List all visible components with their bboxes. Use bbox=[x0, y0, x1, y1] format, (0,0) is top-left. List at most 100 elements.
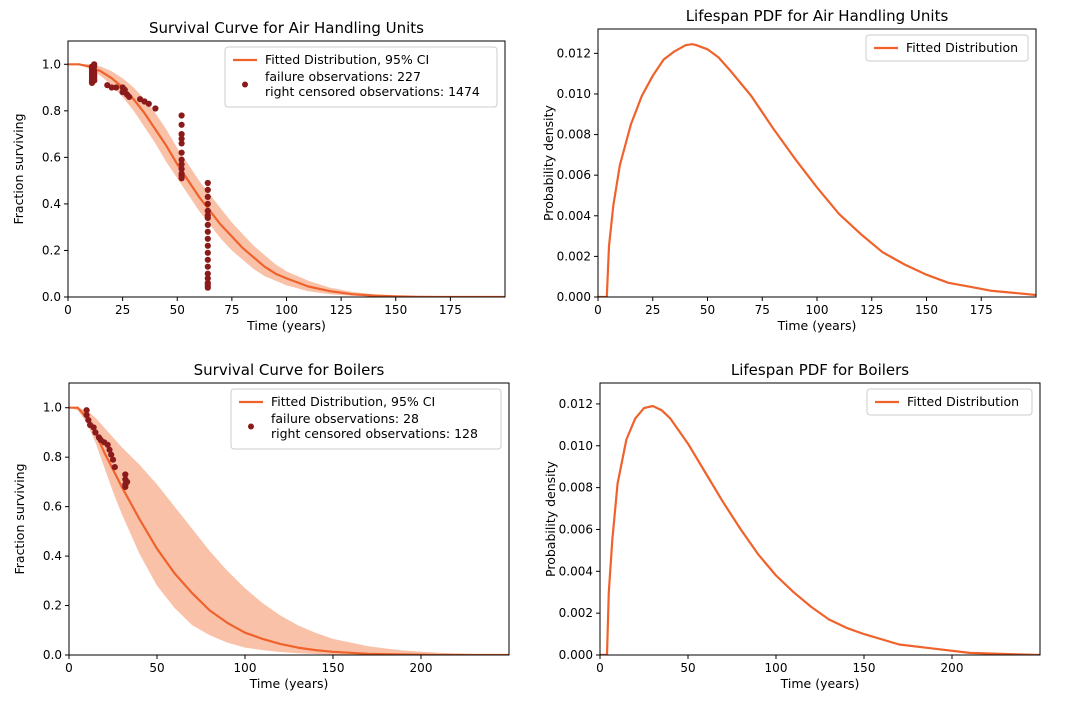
data-point bbox=[204, 221, 211, 228]
data-point bbox=[83, 407, 90, 414]
data-point bbox=[204, 242, 211, 249]
x-tick-label: 100 bbox=[275, 303, 298, 317]
data-point bbox=[111, 464, 118, 471]
x-tick-label: 50 bbox=[680, 661, 695, 675]
x-tick-label: 0 bbox=[64, 303, 72, 317]
data-point bbox=[178, 161, 185, 168]
y-axis-label: Probability density bbox=[541, 104, 556, 220]
data-point bbox=[145, 100, 152, 107]
legend-label: Fitted Distribution, 95% CI bbox=[271, 394, 435, 409]
data-point bbox=[152, 105, 159, 112]
x-tick-label: 150 bbox=[384, 303, 407, 317]
data-point bbox=[122, 483, 129, 490]
y-axis-label: Fraction surviving bbox=[12, 463, 27, 574]
plot-area bbox=[69, 406, 509, 655]
y-tick-label: 0.2 bbox=[42, 243, 61, 257]
legend-box bbox=[865, 34, 1029, 62]
y-tick-label: 0.6 bbox=[43, 500, 62, 514]
legend-box bbox=[224, 46, 498, 108]
data-point bbox=[108, 451, 115, 458]
data-point bbox=[124, 478, 131, 485]
x-tick-label: 100 bbox=[765, 661, 788, 675]
data-point bbox=[204, 249, 211, 256]
legend-label: failure observations: 28 right censored o… bbox=[271, 411, 478, 441]
y-tick-label: 0.004 bbox=[557, 209, 591, 223]
x-tick-label: 75 bbox=[224, 303, 239, 317]
y-tick-label: 0.6 bbox=[42, 150, 61, 164]
y-tick-label: 0.8 bbox=[42, 104, 61, 118]
y-tick-label: 0.000 bbox=[559, 648, 593, 662]
legend: Fitted Distribution bbox=[866, 388, 1033, 416]
chart-title: Lifespan PDF for Air Handling Units bbox=[686, 7, 949, 25]
chart-2: 0 25 50 75 100 125 150 175 0.000 0.002 0.004 0.006 0… bbox=[541, 7, 1037, 333]
x-tick-label: 150 bbox=[853, 661, 876, 675]
data-point bbox=[204, 275, 211, 282]
x-axis-label: Time (years) bbox=[249, 676, 329, 691]
y-tick-label: 0.006 bbox=[557, 168, 591, 182]
observation-points bbox=[83, 407, 131, 490]
fitted-curve bbox=[598, 43, 1036, 297]
y-tick-label: 1.0 bbox=[42, 57, 61, 71]
data-point bbox=[113, 84, 120, 91]
data-point bbox=[204, 235, 211, 242]
x-tick-label: 175 bbox=[439, 303, 462, 317]
fitted-curve bbox=[69, 406, 509, 655]
data-point bbox=[106, 446, 113, 453]
data-point bbox=[204, 200, 211, 207]
legend-label: Fitted Distribution, 95% CI bbox=[265, 52, 429, 67]
x-tick-label: 50 bbox=[170, 303, 185, 317]
x-tick-label: 200 bbox=[941, 661, 964, 675]
y-tick-label: 0.012 bbox=[559, 397, 593, 411]
data-point bbox=[122, 471, 129, 478]
data-point bbox=[178, 165, 185, 173]
x-tick-label: 100 bbox=[234, 661, 257, 675]
data-point bbox=[204, 186, 211, 193]
chart-3: 0 50 100 150 200 0.0 0.2 0.4 0.6 0.8 1.0 Survival C… bbox=[12, 361, 510, 691]
legend-label: Fitted Distribution bbox=[906, 40, 1018, 55]
y-tick-label: 0.2 bbox=[43, 599, 62, 613]
y-tick-label: 0.006 bbox=[559, 522, 593, 536]
y-tick-label: 0.008 bbox=[557, 128, 591, 142]
observation-points bbox=[88, 61, 211, 291]
y-tick-label: 0.0 bbox=[43, 648, 62, 662]
x-tick-label: 50 bbox=[149, 661, 164, 675]
y-tick-label: 0.010 bbox=[559, 439, 593, 453]
x-tick-label: 0 bbox=[594, 303, 602, 317]
fitted-curve bbox=[600, 404, 1040, 655]
data-point bbox=[178, 175, 185, 182]
data-point bbox=[178, 135, 185, 142]
x-tick-label: 150 bbox=[915, 303, 938, 317]
data-point bbox=[108, 84, 115, 91]
legend-point-swatch bbox=[242, 81, 248, 88]
x-tick-label: 125 bbox=[860, 303, 883, 317]
y-axis-label: Probability density bbox=[543, 460, 558, 576]
data-point bbox=[91, 61, 98, 68]
data-point bbox=[121, 86, 128, 93]
data-point bbox=[91, 75, 98, 82]
axes-frame bbox=[599, 382, 1041, 656]
data-point bbox=[178, 121, 185, 128]
chart-title: Survival Curve for Boilers bbox=[194, 361, 385, 379]
data-point bbox=[92, 429, 99, 436]
x-tick-label: 100 bbox=[806, 303, 829, 317]
plot-area bbox=[68, 61, 505, 297]
y-tick-label: 0.4 bbox=[42, 197, 61, 211]
data-point bbox=[204, 270, 211, 277]
data-point bbox=[204, 193, 211, 200]
y-tick-label: 0.0 bbox=[42, 290, 61, 304]
data-point bbox=[204, 179, 211, 187]
data-point bbox=[83, 412, 90, 419]
legend-label: Fitted Distribution bbox=[907, 394, 1019, 409]
chart-title: Lifespan PDF for Boilers bbox=[731, 361, 909, 379]
data-point bbox=[178, 112, 185, 119]
chart-1: 0 25 50 75 100 125 150 175 0.0 0.2 0.4 0.6 0.8 1.0 Sur… bbox=[11, 19, 506, 333]
legend-box bbox=[866, 388, 1033, 416]
axes-frame bbox=[597, 28, 1037, 298]
y-tick-label: 1.0 bbox=[43, 401, 62, 415]
legend-point-swatch bbox=[248, 423, 254, 430]
chart-4: 0 50 100 150 200 0.000 0.002 0.004 0.006 0.008 0.0… bbox=[543, 361, 1041, 691]
data-point bbox=[178, 156, 185, 163]
x-tick-label: 50 bbox=[700, 303, 715, 317]
y-tick-label: 0.000 bbox=[557, 290, 591, 304]
